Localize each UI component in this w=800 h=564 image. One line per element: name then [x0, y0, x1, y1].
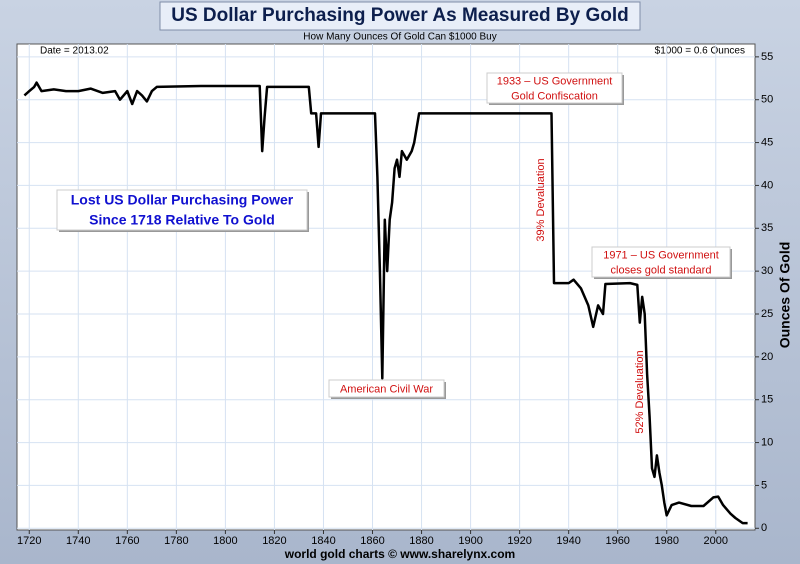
plot-area	[16, 43, 756, 531]
x-tick-label: 1880	[409, 535, 433, 547]
annotation-text: 1933 – US Government	[497, 75, 613, 87]
annotation-box	[591, 246, 731, 278]
annotation-text: Gold Confiscation	[511, 90, 598, 102]
footer: world gold charts © www.sharelynx.com	[284, 547, 515, 561]
x-tick-label: 1760	[115, 535, 139, 547]
y-axis-label: Ounces Of Gold	[777, 242, 793, 349]
x-tick-label: 1800	[213, 535, 237, 547]
y-tick-label: 35	[761, 222, 773, 234]
x-tick-label: 1840	[311, 535, 335, 547]
x-tick-label: 1780	[164, 535, 188, 547]
annotation-text: 1971 – US Government	[603, 249, 719, 261]
annotation-text: American Civil War	[340, 383, 433, 395]
x-tick-label: 1980	[654, 535, 678, 547]
y-tick-label: 0	[761, 522, 767, 534]
x-tick-label: 1920	[507, 535, 531, 547]
x-tick-label: 1720	[17, 535, 41, 547]
x-tick-label: 1940	[556, 535, 580, 547]
x-tick-label: 1740	[66, 535, 90, 547]
annotation-box	[486, 72, 623, 104]
y-tick-label: 10	[761, 436, 773, 448]
annotation-box	[328, 379, 445, 398]
y-tick-label: 5	[761, 479, 767, 491]
annotation-text: Lost US Dollar Purchasing Power	[71, 192, 294, 208]
chart-title: US Dollar Purchasing Power As Measured B…	[171, 5, 629, 26]
data-line	[23, 81, 748, 525]
y-tick-label: 25	[761, 308, 773, 320]
y-tick-label: 50	[761, 94, 773, 106]
y-tick-label: 40	[761, 179, 773, 191]
x-tick-label: 1860	[360, 535, 384, 547]
annotation-text: Since 1718 Relative To Gold	[89, 212, 275, 228]
x-tick-label: 2000	[704, 535, 728, 547]
x-tick-label: 1960	[605, 535, 629, 547]
annotation-box	[56, 189, 308, 231]
subtitle: How Many Ounces Of Gold Can $1000 Buy	[303, 32, 496, 43]
y-tick-label: 30	[761, 265, 773, 277]
y-tick-label: 55	[761, 51, 773, 63]
x-tick-label: 1900	[458, 535, 482, 547]
y-tick-label: 15	[761, 394, 773, 406]
y-tick-label: 20	[761, 351, 773, 363]
title-box	[159, 1, 641, 31]
value-note: $1000 = 0.6 Ounces	[655, 46, 745, 57]
annotation-text: 39% Devaluation	[535, 158, 547, 241]
annotation-text: closes gold standard	[611, 264, 712, 276]
annotation-text: 52% Devaluation	[634, 350, 646, 433]
x-tick-label: 1820	[262, 535, 286, 547]
date-label: Date = 2013.02	[40, 46, 109, 57]
y-tick-label: 45	[761, 136, 773, 148]
